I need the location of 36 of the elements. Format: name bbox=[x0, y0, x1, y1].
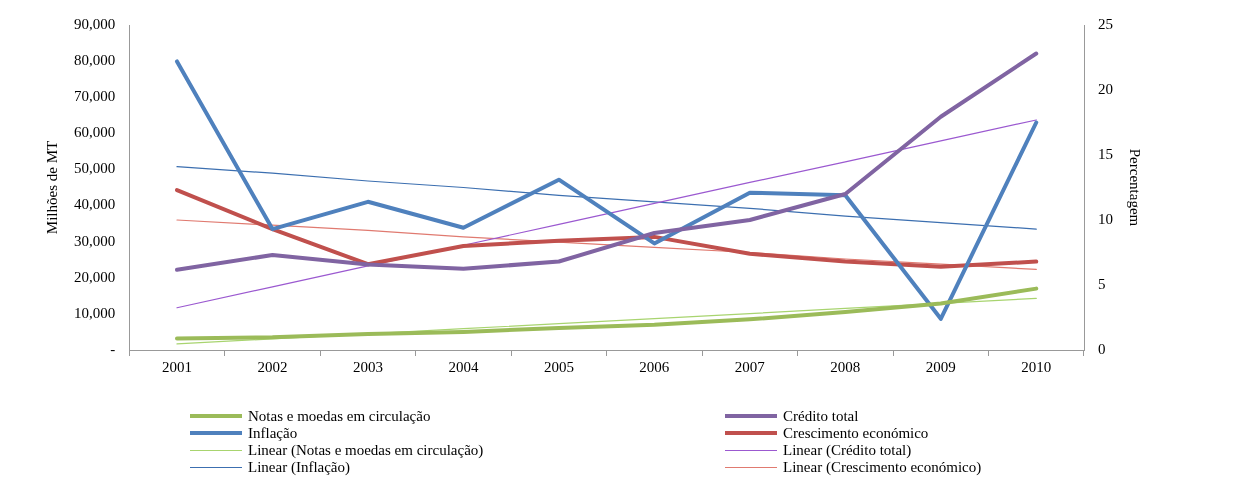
y2-tick-label: 20 bbox=[1098, 80, 1113, 97]
x-tick-label: 2001 bbox=[161, 358, 192, 375]
y-tick-label: 90,000 bbox=[74, 15, 116, 32]
x-tick-label: 2005 bbox=[543, 358, 574, 375]
y-axis-title: Milhões de MT bbox=[43, 140, 60, 235]
x-tick-label: 2003 bbox=[352, 358, 383, 375]
y-tick-label: 50,000 bbox=[74, 160, 116, 177]
legend-label: Linear (Crescimento económico) bbox=[783, 458, 982, 476]
y2-tick-label: 25 bbox=[1098, 15, 1113, 32]
x-tick-label: 2010 bbox=[1021, 358, 1052, 375]
legend-label: Linear (Crédito total) bbox=[783, 441, 912, 459]
y2-axis-title: Percentagem bbox=[1127, 148, 1144, 227]
y-tick-label: 60,000 bbox=[74, 124, 116, 141]
legend-label: Linear (Inflação) bbox=[248, 458, 351, 476]
y2-tick-label: 0 bbox=[1098, 340, 1106, 357]
y2-tick-label: 15 bbox=[1098, 145, 1113, 162]
x-tick-label: 2006 bbox=[639, 358, 670, 375]
legend-label: Linear (Notas e moedas em circulação) bbox=[248, 441, 484, 459]
y-tick-label: 30,000 bbox=[74, 232, 116, 249]
y-tick-label: 20,000 bbox=[74, 268, 116, 285]
y-tick-label: 80,000 bbox=[74, 52, 116, 69]
x-tick-label: 2004 bbox=[448, 358, 479, 375]
y-tick-label: 70,000 bbox=[74, 88, 116, 105]
y-tick-label: 40,000 bbox=[74, 196, 116, 213]
legend-label: Crédito total bbox=[783, 407, 859, 425]
x-tick-label: 2007 bbox=[734, 358, 766, 375]
legend-label: Crescimento económico bbox=[783, 424, 929, 442]
legend-label: Inflação bbox=[248, 424, 298, 442]
legend-label: Notas e moedas em circulação bbox=[248, 407, 431, 425]
y2-tick-label: 10 bbox=[1098, 210, 1113, 227]
y2-tick-label: 5 bbox=[1098, 275, 1106, 292]
x-tick-label: 2008 bbox=[830, 358, 861, 375]
x-tick-label: 2002 bbox=[257, 358, 288, 375]
x-tick-label: 2009 bbox=[925, 358, 956, 375]
y-tick-label: - bbox=[110, 340, 116, 357]
y-tick-label: 10,000 bbox=[74, 304, 116, 321]
